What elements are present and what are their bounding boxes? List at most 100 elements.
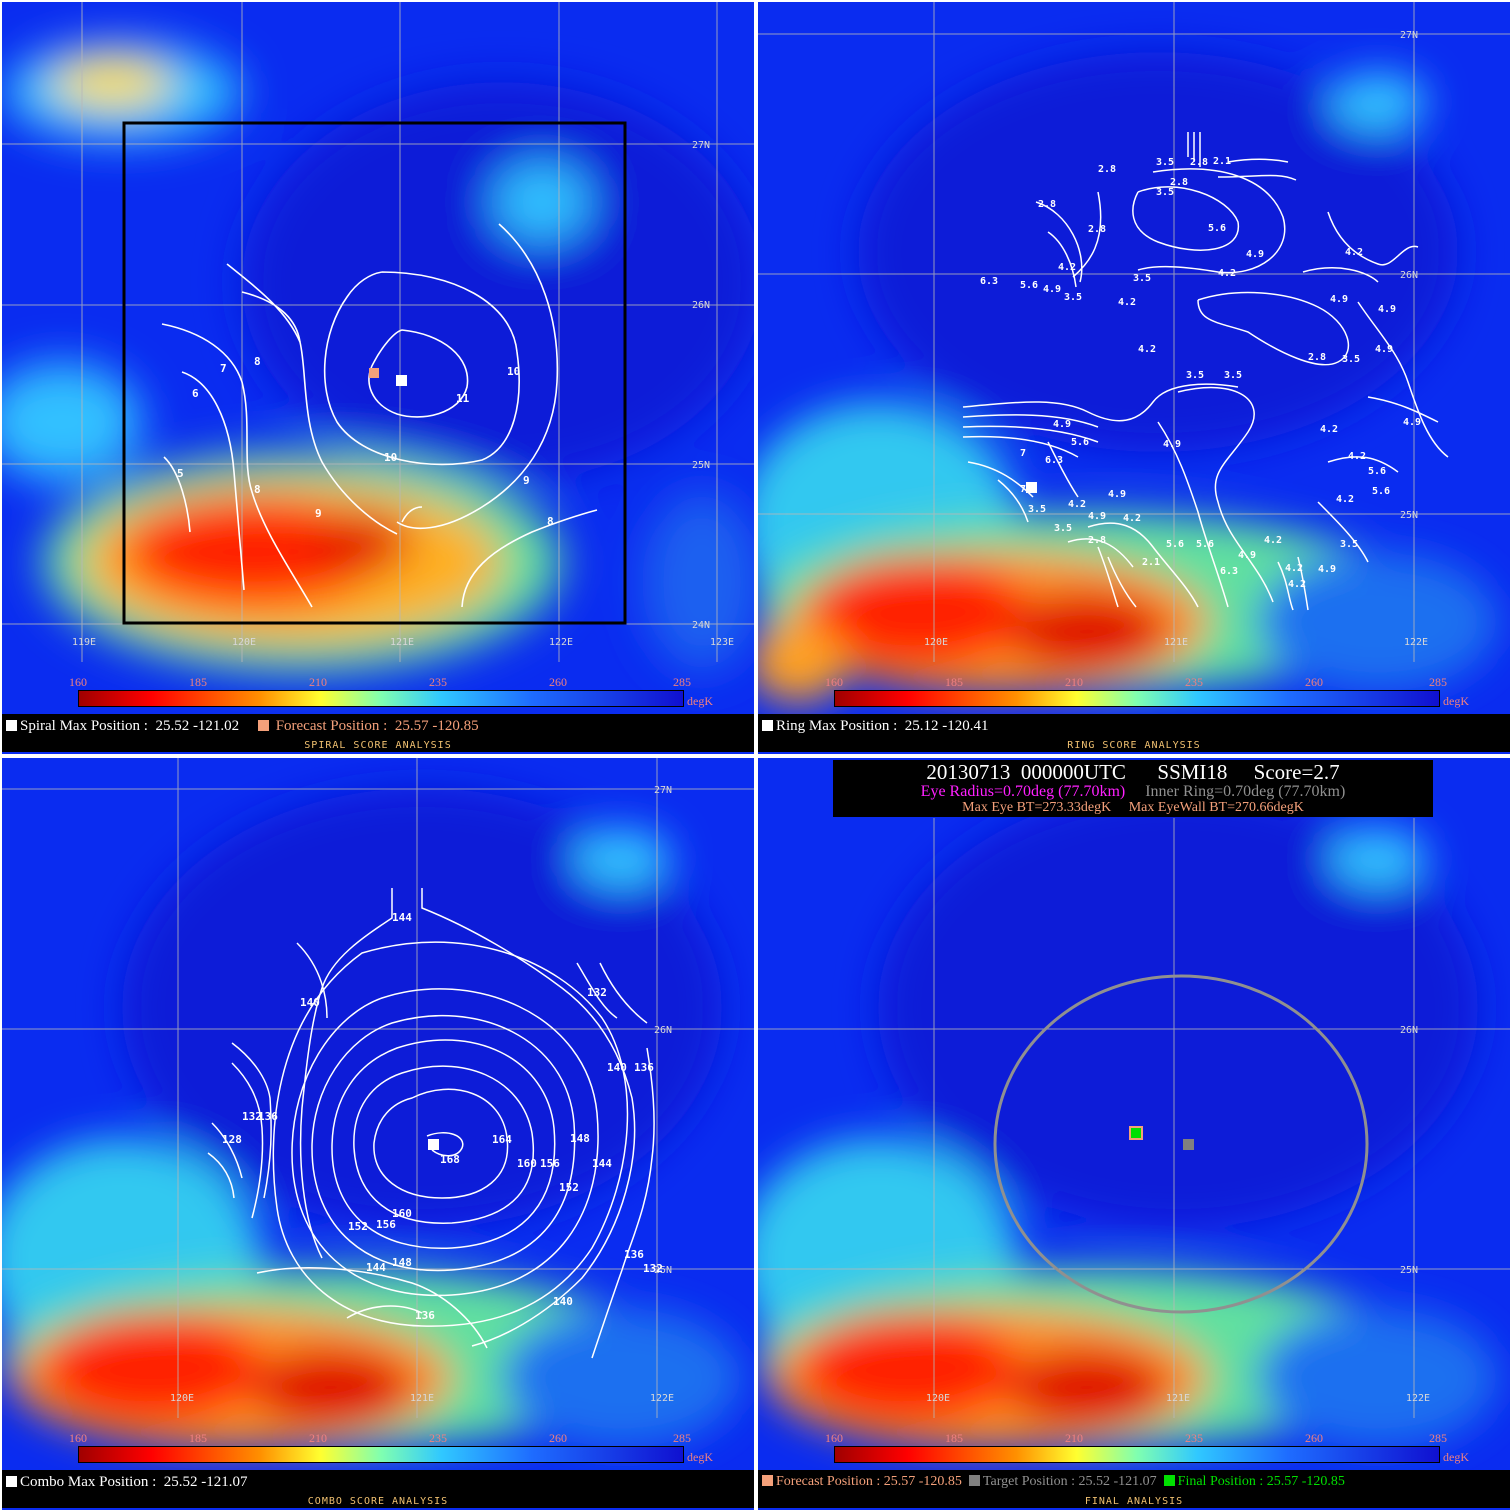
contour-label: 3.5 — [1028, 504, 1046, 515]
contour-label: 4.2 — [1345, 247, 1363, 258]
forecast-marker — [369, 368, 379, 378]
colorbar-ticks: 160 185 210 235 260 285 — [69, 675, 691, 689]
contour-label: 4.2 — [1320, 424, 1338, 435]
lat-label: 26N — [692, 300, 710, 311]
target-marker — [1183, 1139, 1194, 1150]
colorbar-tick: 210 — [1065, 1431, 1083, 1445]
contour-label: 2.8 — [1088, 224, 1106, 235]
contour-label: 144 — [592, 1157, 612, 1170]
forecast-value: 25.57 -120.85 — [883, 1474, 962, 1489]
panel-title: FINAL ANALYSIS — [1084, 1496, 1184, 1507]
target-value: 25.52 -121.07 — [1078, 1474, 1157, 1489]
lon-label: 123E — [710, 637, 734, 648]
contour-label: 5.6 — [1196, 539, 1214, 550]
contour-label: 152 — [559, 1181, 579, 1194]
square-icon — [6, 1476, 17, 1487]
colorbar-tick: 260 — [1305, 675, 1323, 689]
contour-label: 4.9 — [1403, 417, 1421, 428]
lon-label: 120E — [232, 637, 256, 648]
colorbar-tick: 285 — [673, 1431, 691, 1445]
contour-label: 4.2 — [1068, 499, 1086, 510]
contour-label: 136 — [634, 1061, 654, 1074]
contour-label: 2.8 — [1088, 535, 1106, 546]
contour-label: 4.2 — [1285, 563, 1303, 574]
colorbar-tick: 260 — [549, 675, 567, 689]
colorbar-tick: 285 — [1429, 675, 1447, 689]
contour-label: 2.8 — [1190, 157, 1208, 168]
contour-label: 4.2 — [1058, 262, 1076, 273]
contour-label: 8 — [254, 483, 261, 496]
spiral-max-marker — [396, 375, 407, 386]
contour-label: 8 — [547, 515, 554, 528]
ring-max-marker — [1026, 482, 1037, 493]
contour-label: 136 — [258, 1110, 278, 1123]
colorbar-tick: 210 — [309, 1431, 327, 1445]
lat-label: 27N — [654, 785, 672, 796]
colorbar-tick: 260 — [549, 1431, 567, 1445]
spiral-info-row: Spiral Max Position : 25.52 -121.02 Fore… — [6, 718, 479, 735]
contour-label: 128 — [222, 1133, 242, 1146]
combo-contours — [207, 888, 655, 1359]
combo-max-marker — [428, 1139, 439, 1150]
max-eye-bt-text: Max Eye BT=273.33degK — [962, 800, 1112, 815]
lat-label: 25N — [692, 460, 710, 471]
contour-label: 156 — [376, 1218, 396, 1231]
contour-label: 144 — [366, 1261, 386, 1274]
contour-label: 5 — [177, 467, 184, 480]
contour-label: 4.9 — [1043, 284, 1061, 295]
forecast-label: Forecast Position : — [776, 1474, 881, 1489]
contour-label: 160 — [392, 1207, 412, 1220]
contour-label: 148 — [392, 1256, 412, 1269]
final-panel: 26N 25N 120E 121E 122E 160 185 210 235 2… — [758, 758, 1510, 1510]
contour-label: 2.1 — [1213, 156, 1231, 167]
ring-max-value: 25.12 -120.41 — [904, 718, 989, 734]
contour-label: 160 — [517, 1157, 537, 1170]
colorbar-tick: 235 — [1185, 1431, 1203, 1445]
final-value: 25.57 -120.85 — [1266, 1474, 1345, 1489]
eye-radius-text: Eye Radius=0.70deg (77.70km) — [920, 783, 1126, 800]
contour-label: 148 — [570, 1132, 590, 1145]
colorbar-unit: degK — [1443, 1450, 1469, 1464]
inner-ring-text: Inner Ring=0.70deg (77.70km) — [1145, 783, 1346, 800]
lon-label: 120E — [924, 637, 948, 648]
colorbar-ticks: 160 185 210 235 260 285 — [825, 1431, 1447, 1445]
contour-label: 10 — [507, 365, 520, 378]
contour-label: 136 — [624, 1248, 644, 1261]
colorbar-tick: 235 — [429, 1431, 447, 1445]
lon-label: 122E — [1406, 1393, 1430, 1404]
lon-label: 120E — [926, 1393, 950, 1404]
panel-title: COMBO SCORE ANALYSIS — [307, 1496, 449, 1507]
combo-max-value: 25.52 -121.07 — [163, 1474, 248, 1490]
contour-label: 132 — [242, 1110, 262, 1123]
colorbar-ticks: 160 185 210 235 260 285 — [69, 1431, 691, 1445]
eye-ring-circle — [993, 974, 1369, 1314]
square-icon — [968, 1475, 980, 1486]
contour-label: 7 — [220, 362, 227, 375]
square-icon — [1163, 1475, 1175, 1486]
contour-label: 140 — [553, 1295, 573, 1308]
contour-label: 4.9 — [1163, 439, 1181, 450]
contour-label: 2.1 — [1142, 557, 1160, 568]
spiral-max-value: 25.52 -121.02 — [155, 718, 240, 734]
contour-label: 4.9 — [1318, 564, 1336, 575]
contour-label: 10 — [384, 451, 397, 464]
final-map: 26N 25N 120E 121E 122E — [758, 758, 1510, 1510]
ring-infobar: Ring Max Position : 25.12 -120.41 RING S… — [758, 714, 1510, 752]
lon-label: 121E — [1166, 1393, 1190, 1404]
colorbar — [834, 1446, 1440, 1463]
contour-label: 4.2 — [1264, 535, 1282, 546]
contour-label: 6 — [192, 387, 199, 400]
colorbar-tick: 185 — [945, 1431, 963, 1445]
contour-label: 4.9 — [1088, 511, 1106, 522]
colorbar-tick: 260 — [1305, 1431, 1323, 1445]
combo-info-row: Combo Max Position : 25.52 -121.07 — [6, 1474, 248, 1491]
combo-map: 27N 26N 25N 120E 121E 122E — [2, 758, 754, 1510]
colorbar-tick: 285 — [1429, 1431, 1447, 1445]
max-eyewall-bt-text: Max EyeWall BT=270.66degK — [1128, 800, 1304, 815]
contour-label: 4.9 — [1108, 489, 1126, 500]
spiral-infobar: Spiral Max Position : 25.52 -121.02 Fore… — [2, 714, 754, 752]
lat-label: 26N — [1400, 1025, 1418, 1036]
lat-label: 25N — [1400, 510, 1418, 521]
contour-label: 4.9 — [1378, 304, 1396, 315]
panel-title: RING SCORE ANALYSIS — [1067, 740, 1201, 751]
